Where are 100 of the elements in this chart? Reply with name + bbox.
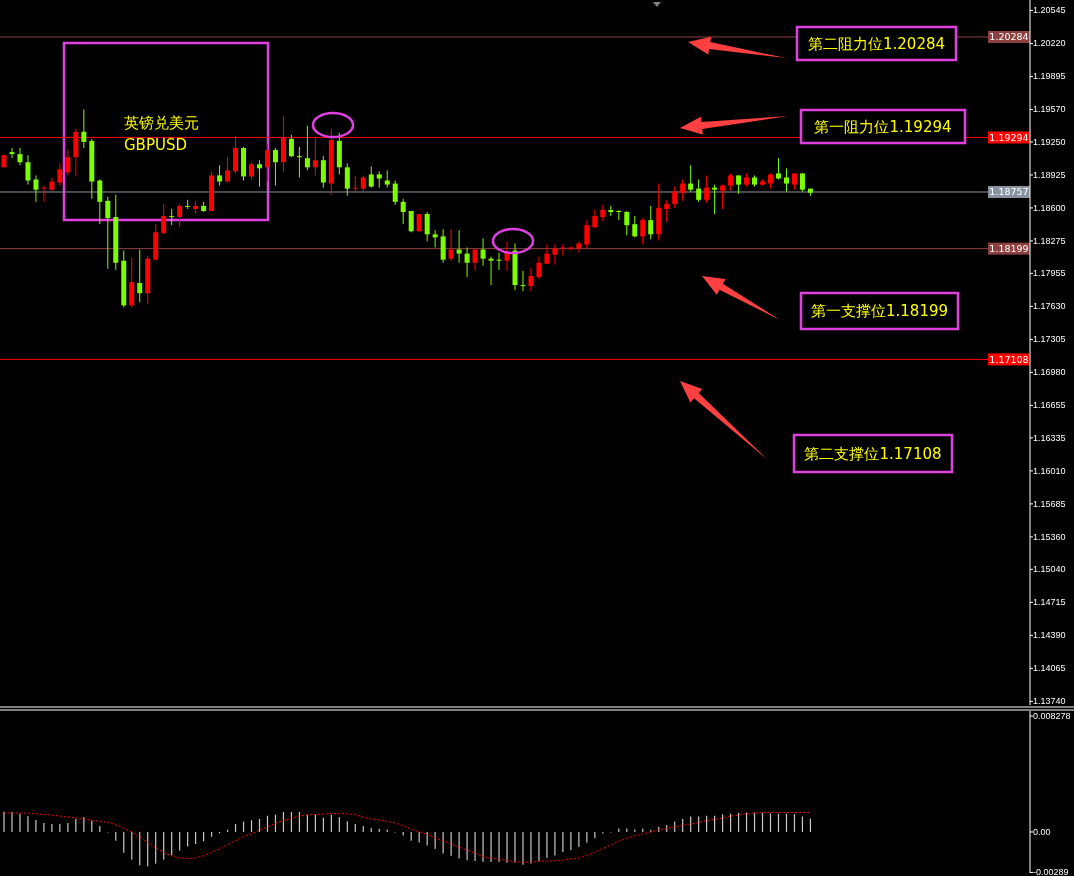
- candlestick: [368, 165, 374, 189]
- candlestick: [225, 156, 231, 183]
- candlestick: [640, 217, 646, 245]
- candlestick: [496, 252, 502, 271]
- candlestick: [552, 243, 558, 266]
- y-tick-label: 1.16980: [1033, 367, 1066, 378]
- candlestick: [680, 179, 686, 202]
- annotation: 第一阻力位1.19294: [814, 117, 952, 136]
- annotation: 第二阻力位1.20284: [807, 34, 946, 53]
- candlestick: [624, 210, 630, 236]
- candlestick: [704, 174, 710, 204]
- candlestick: [712, 184, 718, 215]
- candlestick: [257, 159, 262, 188]
- candlestick: [568, 246, 574, 252]
- candlestick: [775, 157, 781, 180]
- y-tick-label: 1.19570: [1033, 104, 1066, 115]
- y-tick-label: 1.16335: [1033, 432, 1066, 443]
- y-tick-label: 1.15040: [1033, 564, 1066, 575]
- candlestick: [344, 162, 350, 197]
- y-tick-label: -0.00289: [1033, 867, 1069, 876]
- candlestick: [17, 147, 23, 166]
- candlestick: [65, 149, 71, 176]
- candlestick: [560, 243, 566, 257]
- candlestick: [81, 108, 87, 149]
- candlestick: [416, 213, 422, 233]
- candlestick: [480, 237, 486, 267]
- candlestick: [736, 174, 742, 195]
- ref-line-label: 1.18757: [989, 186, 1029, 198]
- candlestick: [41, 185, 47, 203]
- y-tick-label: 1.18275: [1033, 235, 1066, 246]
- candlestick: [272, 147, 278, 187]
- candlestick: [544, 243, 550, 265]
- candlestick: [264, 143, 270, 183]
- candlestick: [137, 249, 143, 303]
- y-tick-label: 1.14065: [1033, 663, 1066, 674]
- candlestick: [584, 219, 590, 250]
- candlestick: [177, 203, 183, 228]
- candlestick: [9, 147, 15, 159]
- candlestick: [783, 167, 789, 193]
- y-tick-label: 1.16655: [1033, 400, 1066, 411]
- candlestick: [616, 209, 622, 221]
- candlestick: [576, 240, 582, 254]
- candlestick: [456, 229, 462, 264]
- ref-line-label: 1.18199: [989, 243, 1029, 255]
- ref-line-label: 1.17108: [989, 353, 1029, 365]
- y-tick-label: 1.17630: [1033, 301, 1066, 312]
- candlestick: [161, 203, 167, 235]
- y-tick-label: 1.16010: [1033, 465, 1066, 476]
- candlestick: [217, 164, 223, 187]
- y-tick-label: 1.14715: [1033, 597, 1066, 608]
- candlestick: [672, 186, 678, 209]
- y-tick-label: 0.008278: [1033, 711, 1071, 722]
- y-tick-label: 1.14390: [1033, 630, 1066, 641]
- text: GBPUSD: [124, 136, 188, 154]
- candlestick: [288, 134, 294, 158]
- candlestick: [528, 267, 534, 292]
- candlestick: [304, 125, 310, 171]
- candlestick: [424, 211, 430, 242]
- candlestick: [169, 208, 175, 226]
- candlestick: [720, 184, 726, 210]
- candlestick: [688, 164, 694, 193]
- candlestick: [392, 180, 398, 206]
- ref-line-label: 1.20284: [989, 31, 1029, 43]
- candlestick: [296, 146, 302, 178]
- candlestick: [488, 256, 494, 286]
- y-tick-label: 1.19250: [1033, 136, 1066, 147]
- y-tick-label: 1.18925: [1033, 169, 1066, 180]
- candlestick: [25, 154, 31, 186]
- candlestick: [97, 179, 103, 225]
- candlestick: [592, 209, 598, 229]
- candlestick: [352, 175, 358, 193]
- candlestick: [57, 162, 63, 187]
- ref-line-label: 1.19294: [989, 131, 1029, 143]
- candlestick: [400, 198, 406, 225]
- text: 英镑兑美元: [124, 114, 199, 132]
- candlestick: [49, 176, 55, 193]
- candlestick: [448, 228, 454, 262]
- candlestick: [105, 196, 111, 270]
- candlestick: [520, 270, 526, 292]
- line-series: [3, 812, 811, 863]
- y-tick-label: 1.19895: [1033, 71, 1066, 82]
- candlestick: [696, 179, 702, 203]
- y-tick-label: 0.00: [1033, 826, 1051, 837]
- y-tick-label: 1.17955: [1033, 268, 1066, 279]
- candlestick: [799, 172, 805, 193]
- y-tick-label: 1.15685: [1033, 498, 1066, 509]
- y-tick-label: 1.20220: [1033, 38, 1066, 49]
- y-tick-label: 1.17305: [1033, 334, 1066, 345]
- candlestick: [632, 215, 638, 238]
- candlestick: [440, 228, 446, 264]
- candlestick: [320, 155, 326, 189]
- candlestick: [664, 199, 670, 223]
- candlestick: [464, 247, 470, 278]
- annotation: 第一支撑位1.18199: [810, 302, 949, 320]
- candlestick: [129, 257, 135, 308]
- candlestick: [648, 205, 654, 240]
- y-tick-label: 1.18600: [1033, 202, 1066, 213]
- y-tick-label: 1.15360: [1033, 531, 1066, 542]
- candlestick: [33, 174, 39, 203]
- y-tick-label: 1.20545: [1033, 5, 1066, 16]
